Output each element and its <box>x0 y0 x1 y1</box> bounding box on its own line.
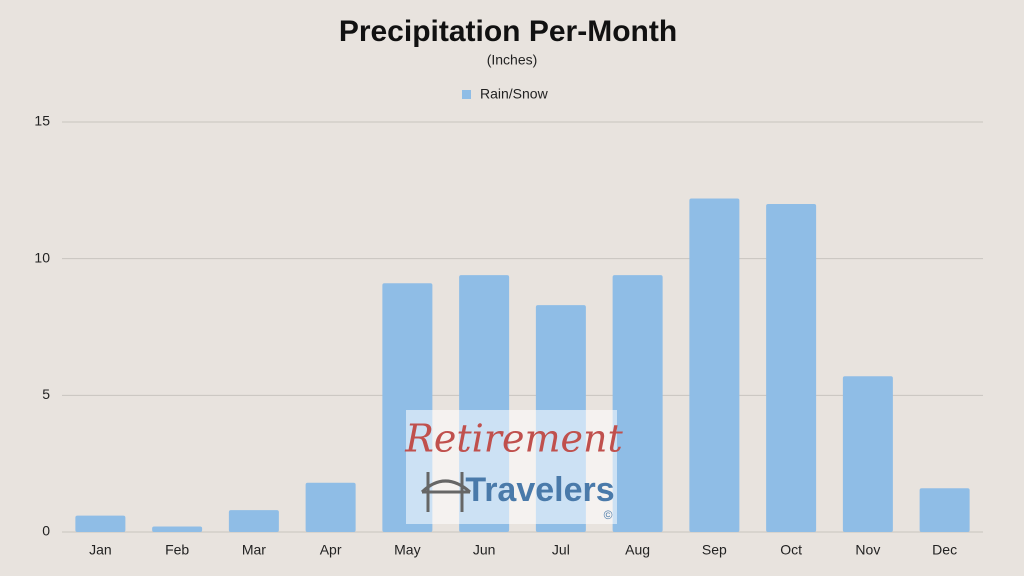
x-tick-label: Apr <box>320 542 342 558</box>
x-tick-label: Mar <box>242 542 266 558</box>
chart-subtitle: (Inches) <box>487 52 538 68</box>
bar <box>75 515 126 532</box>
y-tick-label: 5 <box>42 386 50 402</box>
x-tick-label: Jun <box>473 542 496 558</box>
x-tick-label: Sep <box>702 542 727 558</box>
x-tick-label: Dec <box>932 542 957 558</box>
bar <box>612 275 663 532</box>
watermark-box <box>406 410 617 524</box>
legend-swatch <box>462 90 471 99</box>
x-tick-label: May <box>394 542 420 558</box>
bar <box>152 526 203 532</box>
x-tick-label: Nov <box>855 542 880 558</box>
bar <box>842 376 893 532</box>
y-tick-label: 10 <box>34 249 50 265</box>
x-tick-label: Jul <box>552 542 570 558</box>
watermark-mark: © <box>604 508 613 522</box>
bar <box>766 204 817 532</box>
watermark: Retirement Travelers © <box>404 410 623 524</box>
bar <box>305 482 356 532</box>
x-tick-label: Jan <box>89 542 112 558</box>
legend-label: Rain/Snow <box>480 86 549 102</box>
bar <box>228 510 279 532</box>
bar <box>919 488 970 532</box>
x-tick-label: Feb <box>165 542 189 558</box>
x-tick-label: Aug <box>625 542 650 558</box>
bridge-icon <box>420 472 471 512</box>
chart-title: Precipitation Per-Month <box>339 15 677 48</box>
y-tick-label: 15 <box>34 113 50 129</box>
bar <box>689 198 740 533</box>
watermark-line1: Retirement <box>404 417 623 461</box>
x-tick-label: Oct <box>780 542 802 558</box>
watermark-line2: Travelers <box>465 471 614 509</box>
y-tick-label: 0 <box>42 523 50 539</box>
